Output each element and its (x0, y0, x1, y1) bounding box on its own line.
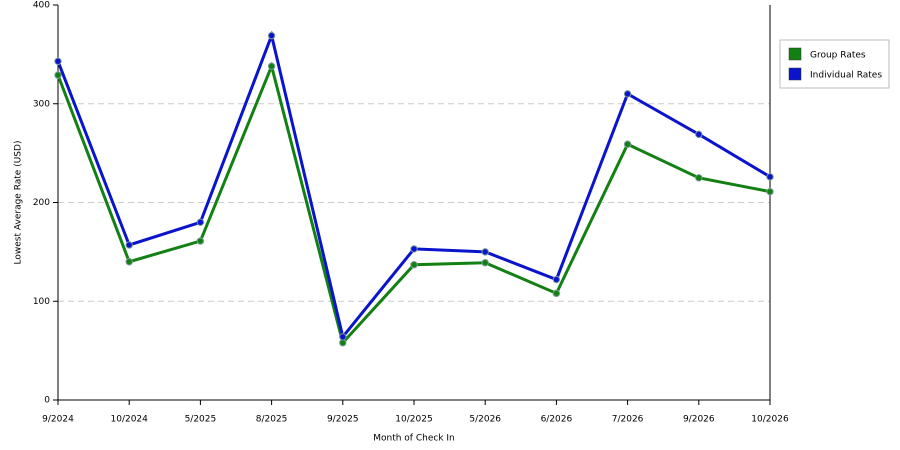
data-point (125, 258, 133, 266)
legend-box (779, 39, 890, 89)
x-tick-label: 6/2026 (541, 415, 573, 425)
y-tick-label: 300 (33, 99, 50, 109)
data-point (623, 90, 632, 98)
x-tick-label: 9/2026 (683, 415, 715, 425)
data-point (552, 275, 561, 284)
legend-label: Group Rates (810, 51, 866, 61)
legend-swatch (788, 67, 802, 81)
data-point (481, 248, 489, 256)
x-tick-label: 8/2025 (256, 415, 288, 425)
data-point (766, 187, 774, 196)
data-point (623, 140, 632, 148)
data-point (267, 62, 276, 70)
data-point (54, 71, 62, 79)
x-tick-label: 9/2025 (327, 415, 359, 425)
x-tick-label: 7/2026 (612, 415, 644, 425)
y-tick-label: 400 (33, 1, 50, 11)
data-point (481, 259, 489, 267)
series-line (56, 30, 771, 341)
x-tick-label: 10/2026 (751, 415, 789, 425)
y-tick-label: 0 (44, 396, 50, 406)
data-point (410, 245, 418, 253)
legend-swatch (788, 47, 802, 61)
data-point (196, 237, 205, 245)
data-point (267, 31, 276, 40)
x-tick-label: 5/2025 (185, 415, 217, 425)
data-point (339, 333, 347, 341)
data-point (695, 174, 703, 182)
x-tick-label: 10/2025 (395, 415, 432, 425)
data-point (54, 57, 62, 65)
data-point (552, 289, 561, 298)
x-tick-label: 9/2024 (42, 415, 74, 425)
x-tick-label: 5/2026 (469, 415, 501, 425)
x-tick-label: 10/2024 (111, 415, 149, 425)
data-point (766, 173, 774, 181)
data-point (410, 261, 418, 269)
legend-label: Individual Rates (810, 71, 882, 81)
data-point (695, 130, 703, 139)
y-axis-label: Lowest Average Rate (USD) (14, 141, 24, 265)
y-tick-label: 200 (33, 198, 50, 208)
data-point (125, 241, 133, 249)
data-point (196, 218, 205, 226)
y-tick-label: 100 (33, 297, 50, 307)
x-axis-label: Month of Check In (373, 434, 455, 444)
